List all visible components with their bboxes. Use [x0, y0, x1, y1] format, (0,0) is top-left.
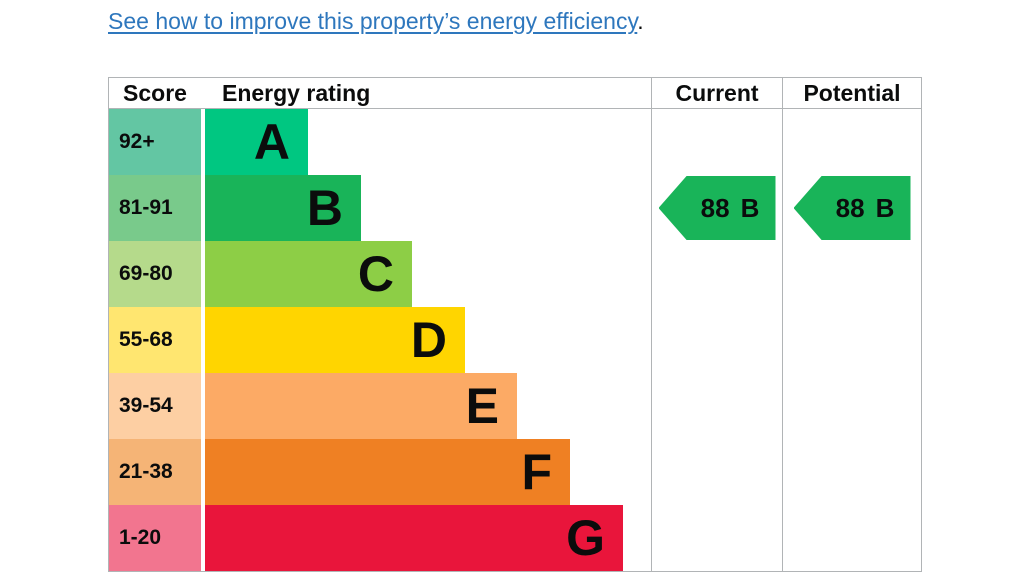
score-range-c: 69-80 — [109, 241, 201, 307]
energy-cell-f: F — [201, 439, 651, 505]
link-suffix-period: . — [637, 8, 644, 34]
potential-cell-e — [782, 373, 921, 439]
energy-cell-d: D — [201, 307, 651, 373]
improve-efficiency-link[interactable]: See how to improve this property’s energ… — [108, 8, 638, 34]
potential-cell-d — [782, 307, 921, 373]
score-range-g: 1-20 — [109, 505, 201, 571]
score-range-f: 21-38 — [109, 439, 201, 505]
current-cell-f — [651, 439, 782, 505]
score-range-a: 92+ — [109, 109, 201, 175]
header-score: Score — [123, 79, 187, 106]
score-range-e: 39-54 — [109, 373, 201, 439]
band-row-b: 81-91 B 88 B 88 B — [109, 175, 921, 241]
current-cell-c — [651, 241, 782, 307]
current-cell-b: 88 B — [651, 175, 782, 241]
energy-cell-e: E — [201, 373, 651, 439]
band-row-d: 55-68 D — [109, 307, 921, 373]
energy-cell-a: A — [201, 109, 651, 175]
improve-efficiency-line: See how to improve this property’s energ… — [108, 6, 1024, 36]
band-row-c: 69-80 C — [109, 241, 921, 307]
current-rating-badge: 88 B — [658, 176, 776, 240]
rating-letter-a: A — [253, 114, 290, 170]
current-cell-g — [651, 505, 782, 571]
band-row-e: 39-54 E — [109, 373, 921, 439]
rating-letter-f: F — [521, 444, 552, 500]
epc-rating-table: Score Energy rating Current Potential 92… — [108, 77, 922, 572]
band-row-g: 1-20 G — [109, 505, 921, 571]
rating-letter-e: E — [465, 378, 499, 434]
rating-bar-b: B — [205, 175, 361, 241]
rating-bar-d: D — [205, 307, 465, 373]
energy-cell-c: C — [201, 241, 651, 307]
current-rating-letter: B — [740, 192, 760, 223]
potential-cell-f — [782, 439, 921, 505]
current-cell-a — [651, 109, 782, 175]
rating-letter-b: B — [306, 180, 343, 236]
rating-bar-g: G — [205, 505, 623, 571]
current-cell-e — [651, 373, 782, 439]
score-range-d: 55-68 — [109, 307, 201, 373]
rating-bar-e: E — [205, 373, 517, 439]
rating-bar-c: C — [205, 241, 412, 307]
header-energy-rating: Energy rating — [222, 79, 371, 106]
rating-bar-f: F — [205, 439, 570, 505]
potential-cell-c — [782, 241, 921, 307]
current-cell-d — [651, 307, 782, 373]
header-current: Current — [651, 78, 782, 108]
potential-cell-g — [782, 505, 921, 571]
potential-rating-value: 88 — [835, 192, 865, 223]
current-rating-value: 88 — [700, 192, 730, 223]
rating-letter-g: G — [566, 510, 605, 566]
table-header-row: Score Energy rating Current Potential — [109, 78, 921, 109]
energy-cell-g: G — [201, 505, 651, 571]
potential-rating-badge: 88 B — [793, 176, 911, 240]
rating-bar-a: A — [205, 109, 308, 175]
band-row-a: 92+ A — [109, 109, 921, 175]
potential-cell-a — [782, 109, 921, 175]
rating-letter-d: D — [410, 312, 447, 368]
potential-rating-letter: B — [875, 192, 895, 223]
band-row-f: 21-38 F — [109, 439, 921, 505]
energy-cell-b: B — [201, 175, 651, 241]
header-potential: Potential — [782, 78, 921, 108]
rating-letter-c: C — [357, 246, 394, 302]
potential-cell-b: 88 B — [782, 175, 921, 241]
score-range-b: 81-91 — [109, 175, 201, 241]
